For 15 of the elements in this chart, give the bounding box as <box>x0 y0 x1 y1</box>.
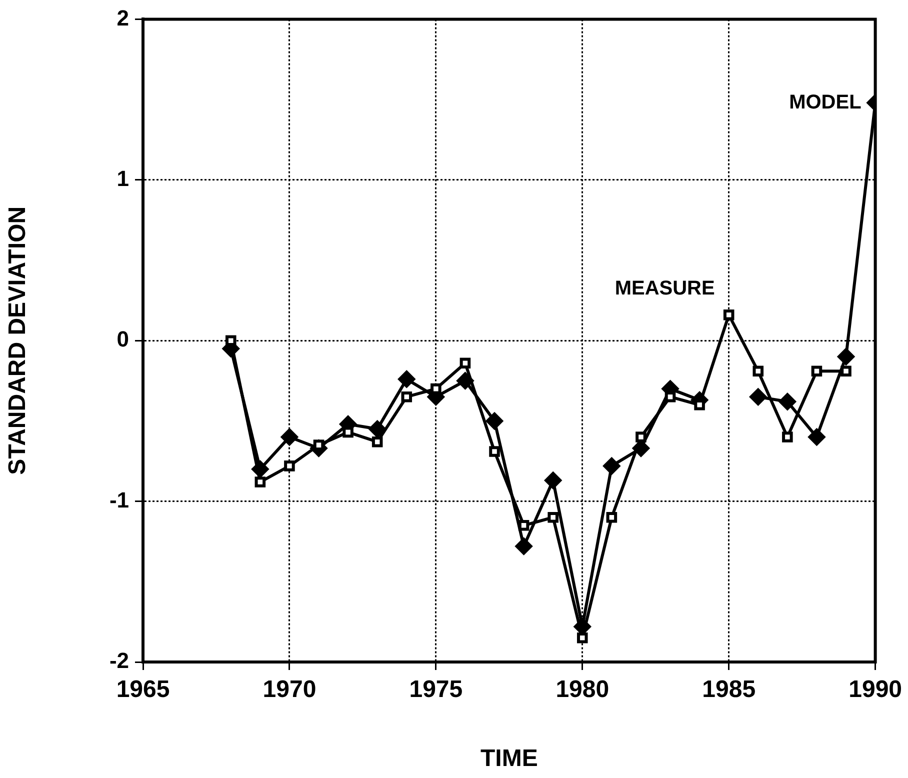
x-axis-title: TIME <box>480 745 538 772</box>
x-tick-label: 1975 <box>409 676 463 704</box>
y-tick-label: 1 <box>116 166 129 191</box>
x-tick-label: 1985 <box>702 676 756 704</box>
series-label: MODEL <box>789 91 862 114</box>
x-tick-label: 1970 <box>262 676 316 704</box>
x-tick-label: 1980 <box>556 676 610 704</box>
y-tick-label: -2 <box>109 648 129 674</box>
x-tick-label: 1990 <box>848 676 902 704</box>
y-tick-label: 2 <box>116 5 129 30</box>
y-axis-title: STANDARD DEVIATION <box>4 206 32 475</box>
series-label: MEASURE <box>614 277 715 300</box>
y-tick-label: 0 <box>116 326 129 352</box>
x-tick-label: 1965 <box>116 676 170 704</box>
y-tick-label: -1 <box>109 487 129 512</box>
